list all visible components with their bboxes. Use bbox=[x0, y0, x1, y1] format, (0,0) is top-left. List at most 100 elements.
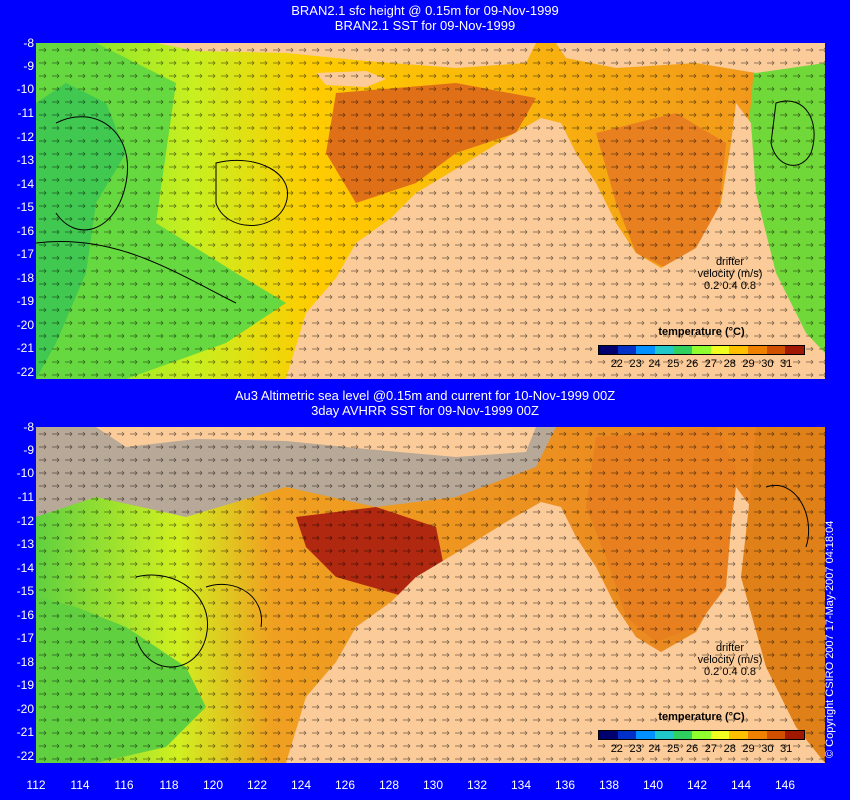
colorbar-tick-label: 23 bbox=[629, 358, 642, 370]
colorbar-tick-label: 26 bbox=[685, 743, 699, 755]
colorbar-swatch bbox=[692, 346, 711, 354]
top-lat-label: -9 bbox=[23, 59, 34, 73]
bottom-lat-label: -9 bbox=[23, 443, 34, 457]
top-lat-label: -12 bbox=[16, 130, 34, 144]
bottom-lat-label: -22 bbox=[16, 749, 34, 763]
top-colorbar-ticks: 22 23 24 25 26 27 28 29 30 31 bbox=[598, 358, 805, 372]
bottom-lat-label: -12 bbox=[16, 514, 34, 528]
colorbar-swatch bbox=[654, 731, 674, 739]
bottom-colorbar-legend: temperature (°C) 22 23 24 25 26 27 28 29 30 31 bbox=[598, 711, 805, 759]
colorbar-tick-label: 31 bbox=[780, 358, 793, 370]
top-lat-label: -14 bbox=[16, 177, 34, 191]
top-contour-1 bbox=[55, 116, 128, 231]
colorbar-swatch bbox=[636, 731, 655, 739]
top-lat-label: -10 bbox=[16, 82, 34, 96]
colorbar-swatch bbox=[748, 346, 767, 354]
top-colorbar bbox=[598, 345, 805, 355]
colorbar-swatch bbox=[599, 731, 618, 739]
bottom-contour-2 bbox=[205, 583, 262, 628]
lon-label: 126 bbox=[334, 778, 356, 792]
colorbar-swatch bbox=[617, 346, 637, 354]
lon-label: 122 bbox=[246, 778, 268, 792]
lon-label: 142 bbox=[686, 778, 708, 792]
colorbar-swatch bbox=[729, 346, 749, 354]
lon-label: 124 bbox=[290, 778, 312, 792]
bottom-title-line1: Au3 Altimetric sea level @0.15m and curr… bbox=[234, 388, 616, 403]
colorbar-tick-label: 30 bbox=[761, 743, 774, 755]
colorbar-swatch bbox=[785, 346, 805, 354]
colorbar-tick-label: 24 bbox=[648, 743, 661, 755]
top-drifter-label: drifter bbox=[715, 256, 745, 268]
lon-label: 140 bbox=[642, 778, 664, 792]
top-lat-label: -18 bbox=[16, 271, 34, 285]
bottom-map-panel bbox=[36, 427, 825, 763]
colorbar-tick-label: 23 bbox=[629, 743, 642, 755]
top-lat-label: -17 bbox=[16, 247, 34, 261]
top-lat-label: -22 bbox=[16, 365, 34, 379]
top-lat-label: -11 bbox=[17, 106, 34, 120]
top-lat-label: -19 bbox=[16, 294, 34, 308]
colorbar-swatch bbox=[673, 346, 693, 354]
colorbar-swatch bbox=[599, 346, 618, 354]
colorbar-swatch bbox=[748, 731, 767, 739]
bottom-drifter-legend: drifter velocity (m/s) 0.2 0.4 0.8 bbox=[690, 642, 770, 678]
colorbar-tick-label: 27 bbox=[704, 743, 718, 755]
colorbar-swatch bbox=[654, 346, 674, 354]
top-lat-label: -21 bbox=[16, 341, 34, 355]
top-velocity-values: 0.2 0.4 0.8 bbox=[704, 280, 756, 292]
top-lat-label: -8 bbox=[23, 36, 34, 50]
bottom-lat-label: -13 bbox=[16, 537, 34, 551]
lon-label: 138 bbox=[598, 778, 620, 792]
bottom-velocity-values: 0.2 0.4 0.8 bbox=[704, 666, 756, 678]
colorbar-swatch bbox=[710, 731, 730, 739]
top-contour-4 bbox=[36, 241, 237, 304]
colorbar-swatch bbox=[766, 731, 786, 739]
top-lat-label: -15 bbox=[16, 200, 34, 214]
colorbar-tick-label: 25 bbox=[667, 743, 680, 755]
colorbar-tick-label: 22 bbox=[610, 358, 623, 370]
colorbar-tick-label: 28 bbox=[723, 358, 736, 370]
colorbar-tick-label: 27 bbox=[704, 358, 718, 370]
top-drifter-legend: drifter velocity (m/s) 0.2 0.4 0.8 bbox=[690, 256, 770, 292]
bottom-lat-label: -8 bbox=[23, 420, 34, 434]
top-velocity-vectors bbox=[36, 43, 825, 379]
bottom-lat-label: -21 bbox=[16, 725, 34, 739]
lon-label: 136 bbox=[554, 778, 576, 792]
colorbar-tick-label: 30 bbox=[761, 358, 774, 370]
top-title-line2: BRAN2.1 SST for 09-Nov-1999 bbox=[334, 18, 516, 33]
lon-label: 120 bbox=[202, 778, 224, 792]
copyright-label: © Copyright CSIRO 2007 17-May-2007 04:18… bbox=[824, 520, 836, 758]
colorbar-tick-label: 29 bbox=[742, 743, 755, 755]
colorbar-swatch bbox=[766, 346, 786, 354]
bottom-drifter-label: drifter bbox=[715, 642, 745, 654]
lon-label: 146 bbox=[774, 778, 796, 792]
lon-label: 132 bbox=[466, 778, 488, 792]
colorbar-tick-label: 25 bbox=[667, 358, 680, 370]
lon-label: 116 bbox=[114, 778, 134, 792]
top-velocity-label: velocity (m/s) bbox=[697, 268, 763, 280]
top-contour-2 bbox=[215, 159, 289, 226]
bottom-lat-label: -14 bbox=[16, 561, 34, 575]
top-map-svg bbox=[36, 43, 825, 379]
top-lat-label: -20 bbox=[16, 318, 34, 332]
top-title-line1: BRAN2.1 sfc height @ 0.15m for 09-Nov-19… bbox=[291, 3, 559, 18]
lon-label: 144 bbox=[730, 778, 752, 792]
colorbar-swatch bbox=[673, 731, 693, 739]
bottom-legend-title: temperature (°C) bbox=[658, 711, 745, 723]
bottom-velocity-vectors bbox=[36, 427, 825, 763]
top-map-panel bbox=[36, 43, 825, 379]
colorbar-tick-label: 29 bbox=[742, 358, 755, 370]
top-colorbar-legend: temperature (°C) 22 23 24 25 26 27 28 29 30 31 bbox=[598, 326, 805, 374]
colorbar-tick-label: 31 bbox=[780, 743, 793, 755]
lon-label: 114 bbox=[70, 778, 90, 792]
bottom-lat-label: -11 bbox=[17, 490, 34, 504]
bottom-velocity-label: velocity (m/s) bbox=[697, 654, 763, 666]
colorbar-swatch bbox=[636, 346, 655, 354]
bottom-contour-3 bbox=[765, 484, 810, 548]
colorbar-swatch bbox=[785, 731, 805, 739]
bottom-colorbar bbox=[598, 730, 805, 740]
lon-label: 118 bbox=[159, 778, 179, 792]
bottom-title-line2: 3day AVHRR SST for 09-Nov-1999 00Z bbox=[311, 403, 539, 418]
bottom-map-svg bbox=[36, 427, 825, 763]
bottom-colorbar-ticks: 22 23 24 25 26 27 28 29 30 31 bbox=[598, 743, 805, 757]
